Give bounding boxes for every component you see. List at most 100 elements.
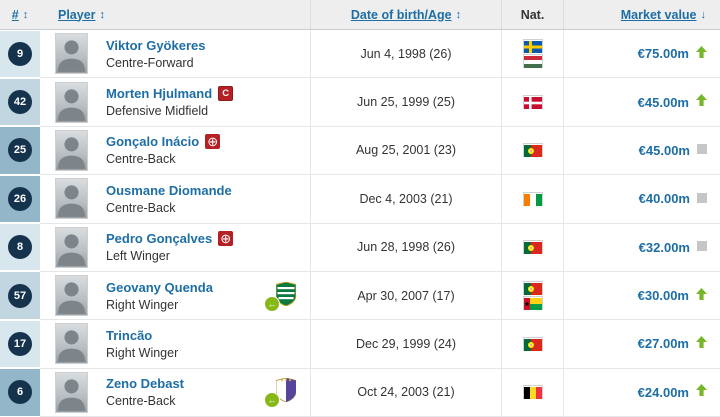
dob-age-text: Apr 30, 2007 (17) [357, 288, 455, 303]
injury-cross-icon: ⊕ [205, 134, 221, 150]
trend-up-icon [696, 384, 707, 397]
player-name-link[interactable]: Zeno Debast [106, 376, 185, 392]
dob-age-cell: Jun 4, 1998 (26) [310, 30, 501, 79]
header-number-link[interactable]: # [11, 7, 19, 22]
player-position: Defensive Midfield [106, 104, 209, 119]
sort-both-icon[interactable]: ↕ [455, 8, 462, 21]
player-cell: Pedro Gonçalves ⊕ Left Winger [40, 224, 310, 272]
dob-age-text: Aug 25, 2001 (23) [355, 143, 457, 158]
table-row: 8 Pedro Gonçalves ⊕ Left Winger Jun 28, … [0, 223, 720, 272]
dob-age-cell: Dec 4, 2003 (21) [310, 175, 501, 224]
dob-age-text: Jun 4, 1998 (26) [360, 46, 452, 61]
flag-portugal-icon [523, 241, 542, 255]
shirt-number-cell: 26 [0, 175, 40, 224]
injury-cross-icon: ⊕ [218, 231, 234, 247]
header-player[interactable]: Player ↕ [40, 0, 310, 29]
club-crest-sporting-cp-icon[interactable]: ← [264, 281, 296, 312]
player-photo[interactable] [55, 323, 88, 365]
player-cell: Morten Hjulmand C Defensive Midfield [40, 78, 310, 127]
player-position: Right Winger [106, 345, 179, 360]
flag-hungary-icon [523, 55, 542, 69]
table-row: 26 Ousmane Diomande Centre-Back Dec 4, 2… [0, 175, 720, 224]
market-value-link[interactable]: €45.00m [637, 94, 689, 110]
table-row: 42 Morten Hjulmand C Defensive Midfield … [0, 78, 720, 127]
market-value-cell: €24.00m [563, 368, 720, 417]
market-value-link[interactable]: €40.00m [638, 191, 690, 207]
market-value-link[interactable]: €30.00m [637, 288, 689, 304]
flag-ivory-coast-icon [523, 193, 542, 206]
sort-desc-icon[interactable]: ↓ [700, 8, 707, 21]
person-silhouette-icon [57, 40, 86, 73]
market-value-cell: €45.00m [563, 126, 720, 176]
dob-age-text: Dec 29, 1999 (24) [355, 336, 457, 351]
header-dob-age[interactable]: Date of birth/Age ↕ [310, 0, 501, 29]
shirt-number-cell: 25 [0, 126, 40, 176]
table-row: 57 Geovany Quenda Right Winger ← Apr 30,… [0, 271, 720, 321]
market-value-link[interactable]: €24.00m [637, 384, 689, 400]
player-photo[interactable] [55, 371, 88, 413]
nationality-cell [501, 271, 563, 321]
player-position: Centre-Back [106, 152, 176, 167]
player-photo[interactable] [55, 226, 88, 268]
dob-age-text: Jun 25, 1999 (25) [357, 95, 455, 110]
player-name-link[interactable]: Gonçalo Inácio [106, 134, 200, 150]
transfer-in-arrow-icon: ← [264, 392, 280, 409]
player-cell: Trincão Right Winger [40, 320, 310, 369]
trend-up-icon [696, 94, 707, 107]
table-row: 9 Viktor Gyökeres Centre-Forward Jun 4, … [0, 30, 720, 79]
flag-sweden-icon [523, 40, 542, 54]
market-value-link[interactable]: €45.00m [638, 142, 690, 158]
person-silhouette-icon [57, 330, 86, 363]
shirt-number-badge: 57 [8, 283, 32, 308]
player-photo[interactable] [55, 178, 88, 220]
flag-guinea-bissau-icon [523, 297, 542, 311]
player-name-link[interactable]: Pedro Gonçalves [106, 231, 213, 247]
player-photo[interactable] [55, 33, 88, 75]
market-value-link[interactable]: €75.00m [637, 46, 689, 62]
market-value-cell: €27.00m [563, 320, 720, 369]
market-value-link[interactable]: €27.00m [637, 336, 689, 352]
trend-unchanged-icon [697, 241, 707, 252]
player-name-link[interactable]: Viktor Gyökeres [106, 37, 206, 53]
flag-denmark-icon [523, 96, 542, 110]
sort-both-icon[interactable]: ↕ [99, 8, 106, 21]
player-name-link[interactable]: Geovany Quenda [106, 279, 213, 295]
person-silhouette-icon [57, 137, 86, 169]
header-number[interactable]: # ↕ [0, 0, 40, 29]
market-value-link[interactable]: €32.00m [638, 239, 690, 255]
player-photo[interactable] [55, 275, 88, 317]
player-cell: Ousmane Diomande Centre-Back [40, 175, 310, 224]
person-silhouette-icon [57, 88, 86, 121]
player-name-link[interactable]: Trincão [106, 327, 153, 343]
market-value-cell: €40.00m [563, 175, 720, 224]
header-player-link[interactable]: Player [58, 7, 96, 22]
player-position: Left Winger [106, 249, 170, 264]
shirt-number-badge: 42 [8, 90, 32, 115]
trend-up-icon [696, 287, 707, 300]
market-value-cell: €45.00m [563, 78, 720, 127]
sort-both-icon[interactable]: ↕ [22, 8, 29, 21]
nationality-cell [501, 320, 563, 369]
flag-portugal-icon [523, 282, 542, 296]
shirt-number-cell: 57 [0, 271, 40, 321]
flag-portugal-icon [523, 144, 542, 158]
player-name-link[interactable]: Morten Hjulmand [106, 86, 213, 102]
trend-up-icon [696, 335, 707, 348]
player-name-link[interactable]: Ousmane Diomande [106, 182, 232, 198]
nationality-cell [501, 368, 563, 417]
header-market-value[interactable]: Market value ↓ [563, 0, 720, 29]
club-crest-anderlecht-icon[interactable]: ← [264, 378, 296, 409]
header-market-value-link[interactable]: Market value [620, 7, 697, 22]
dob-age-text: Jun 28, 1998 (26) [357, 240, 455, 255]
header-dob-age-link[interactable]: Date of birth/Age [350, 7, 452, 22]
shirt-number-cell: 9 [0, 30, 40, 79]
player-photo[interactable] [55, 129, 88, 171]
shirt-number-cell: 6 [0, 368, 40, 417]
player-photo[interactable] [55, 81, 88, 123]
market-value-cell: €30.00m [563, 271, 720, 321]
nationality-cell [501, 223, 563, 272]
shirt-number-badge: 9 [8, 41, 32, 66]
header-nationality: Nat. [501, 0, 563, 29]
